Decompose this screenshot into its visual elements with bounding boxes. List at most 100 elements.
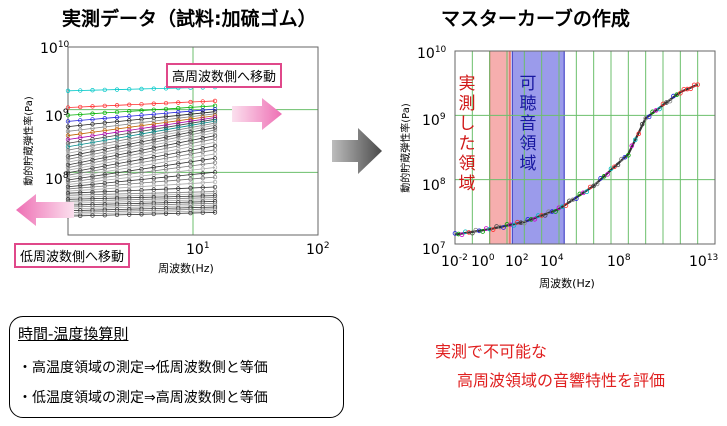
left-series-point bbox=[188, 210, 193, 216]
left-series-point bbox=[78, 163, 83, 168]
left-series-point bbox=[114, 164, 120, 169]
left-series-point bbox=[102, 169, 107, 174]
left-series-point bbox=[102, 186, 107, 191]
left-series-point bbox=[212, 165, 218, 170]
master-curve-point bbox=[542, 213, 548, 218]
left-ytick-10e8: 108 bbox=[45, 171, 69, 188]
right-xtick-10e-2: 10-2 bbox=[441, 253, 468, 270]
left-series-point bbox=[176, 132, 181, 137]
left-series-point bbox=[90, 104, 95, 109]
master-curve-point bbox=[622, 154, 628, 160]
left-series-point bbox=[139, 145, 144, 150]
master-curve-point bbox=[612, 164, 617, 170]
left-series-point bbox=[78, 165, 83, 171]
left-series-point bbox=[176, 143, 181, 149]
audible-region-label: 可聴音領域 bbox=[519, 74, 537, 174]
left-series-point bbox=[188, 99, 193, 105]
left-series-point bbox=[127, 114, 132, 119]
master-curve-point bbox=[532, 216, 538, 222]
left-series-line bbox=[67, 113, 216, 132]
left-series-point bbox=[163, 211, 169, 216]
left-series-point bbox=[188, 163, 193, 169]
shift-low-label: 低周波数側へ移動 bbox=[14, 243, 131, 268]
left-series-point bbox=[78, 104, 83, 110]
left-series-point bbox=[212, 120, 218, 126]
left-series-point bbox=[151, 101, 156, 106]
left-series-point bbox=[90, 171, 95, 176]
left-series-point bbox=[90, 152, 95, 157]
left-series-point bbox=[212, 156, 218, 161]
left-series-point bbox=[114, 141, 120, 147]
left-series-point bbox=[114, 87, 120, 92]
left-series-point bbox=[200, 108, 205, 113]
left-xtick-10e1: 101 bbox=[186, 241, 210, 258]
master-curve-point bbox=[657, 106, 662, 112]
left-ytick-10e9: 109 bbox=[45, 108, 69, 125]
left-series-point bbox=[114, 147, 120, 152]
left-series-line bbox=[67, 157, 216, 181]
left-series-point bbox=[188, 112, 193, 117]
left-series-point bbox=[78, 112, 83, 117]
master-curve-point bbox=[553, 209, 558, 214]
left-series-point bbox=[65, 177, 71, 183]
left-series-point bbox=[78, 151, 83, 157]
left-series-point bbox=[163, 117, 169, 122]
left-series-point bbox=[163, 106, 169, 112]
left-series-point bbox=[212, 125, 218, 130]
left-series-point bbox=[90, 140, 95, 145]
left-series-point bbox=[212, 210, 218, 215]
master-curve-point bbox=[601, 174, 607, 179]
left-series-line bbox=[67, 120, 216, 148]
left-xtick-10e2: 102 bbox=[306, 241, 330, 258]
left-series-point bbox=[176, 165, 181, 170]
left-series-point bbox=[139, 129, 144, 134]
left-series-point bbox=[102, 87, 107, 93]
left-series-point bbox=[114, 182, 120, 188]
right-ytick-10e10: 1010 bbox=[417, 45, 447, 62]
left-series-point bbox=[212, 147, 218, 152]
measured-region-char: 域 bbox=[458, 174, 476, 194]
left-series-point bbox=[212, 179, 218, 185]
master-curve-point bbox=[459, 232, 465, 238]
left-series-point bbox=[78, 173, 83, 178]
left-series-point bbox=[127, 102, 132, 107]
left-series-line bbox=[67, 181, 216, 192]
left-series-point bbox=[163, 129, 169, 135]
left-series-line bbox=[67, 127, 216, 157]
left-series-point bbox=[65, 105, 71, 110]
master-curve-point bbox=[501, 225, 506, 230]
left-series-point bbox=[65, 157, 71, 162]
left-series-line bbox=[67, 162, 216, 183]
left-series-point bbox=[212, 191, 218, 196]
left-series-point bbox=[114, 158, 120, 164]
left-series-line bbox=[67, 138, 216, 168]
master-curve-point bbox=[626, 152, 631, 158]
left-series-point bbox=[78, 176, 83, 181]
left-series-point bbox=[188, 130, 193, 135]
left-series-point bbox=[188, 125, 193, 130]
left-series-point bbox=[65, 165, 71, 170]
master-curve-point bbox=[636, 131, 642, 137]
left-series-point bbox=[78, 190, 83, 195]
left-series-point bbox=[127, 133, 132, 139]
left-series-point bbox=[151, 142, 156, 148]
right-ytick-10e8: 108 bbox=[422, 177, 446, 194]
master-curve-point bbox=[608, 166, 614, 172]
left-series-point bbox=[114, 144, 120, 149]
left-series-point bbox=[65, 162, 71, 168]
left-series-point bbox=[188, 127, 193, 133]
left-series-point bbox=[65, 119, 71, 124]
left-series-point bbox=[127, 136, 132, 141]
left-series-point bbox=[127, 139, 132, 144]
left-series-point bbox=[212, 109, 218, 114]
left-series-line bbox=[67, 141, 216, 171]
left-series-line bbox=[67, 212, 216, 217]
left-series-point bbox=[188, 172, 193, 177]
left-series-point bbox=[90, 176, 95, 182]
left-series-point bbox=[114, 138, 120, 144]
left-series-point bbox=[188, 132, 193, 137]
left-series-point bbox=[102, 178, 107, 183]
left-series-point bbox=[78, 88, 83, 93]
left-series-point bbox=[102, 175, 107, 180]
left-series-line bbox=[67, 149, 216, 176]
